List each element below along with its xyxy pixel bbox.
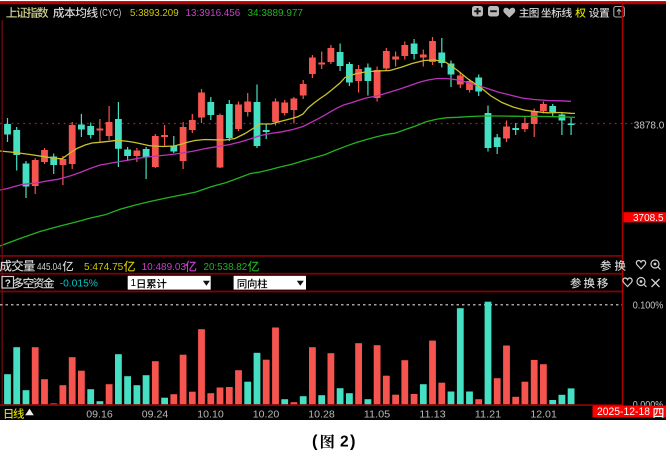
svg-text:-0.015%: -0.015% [60, 277, 98, 289]
svg-text:10:489.03: 10:489.03 [142, 261, 187, 273]
svg-text:1: 1 [131, 278, 137, 289]
svg-text:20:538.82: 20:538.82 [204, 261, 248, 273]
svg-text:12.01: 12.01 [530, 408, 557, 420]
svg-text:?: ? [5, 278, 11, 289]
svg-text:34:3889.977: 34:3889.977 [248, 7, 304, 19]
svg-text:445.04: 445.04 [37, 261, 62, 273]
svg-text:2025-12-18: 2025-12-18 [597, 406, 650, 418]
svg-text:10.10: 10.10 [197, 408, 224, 420]
svg-text:3878.0: 3878.0 [634, 119, 665, 131]
svg-text:2: 2 [340, 434, 349, 451]
svg-text:11.05: 11.05 [364, 408, 391, 420]
svg-text:3708.5: 3708.5 [633, 213, 664, 224]
svg-text:10.20: 10.20 [253, 408, 280, 420]
svg-text:5:3893.209: 5:3893.209 [130, 7, 179, 19]
svg-text:0.100%: 0.100% [633, 300, 664, 312]
svg-text:10.28: 10.28 [308, 408, 335, 420]
svg-text:(: ( [312, 433, 318, 451]
svg-text:): ) [350, 433, 356, 451]
svg-text:11.13: 11.13 [419, 408, 446, 420]
svg-text:09.16: 09.16 [86, 408, 113, 420]
svg-text:13:3916.456: 13:3916.456 [186, 7, 241, 19]
svg-text:09.24: 09.24 [142, 408, 169, 420]
svg-text:11.21: 11.21 [475, 408, 502, 420]
svg-text:(CYC): (CYC) [100, 7, 122, 19]
svg-text:5:474.75: 5:474.75 [84, 261, 123, 273]
